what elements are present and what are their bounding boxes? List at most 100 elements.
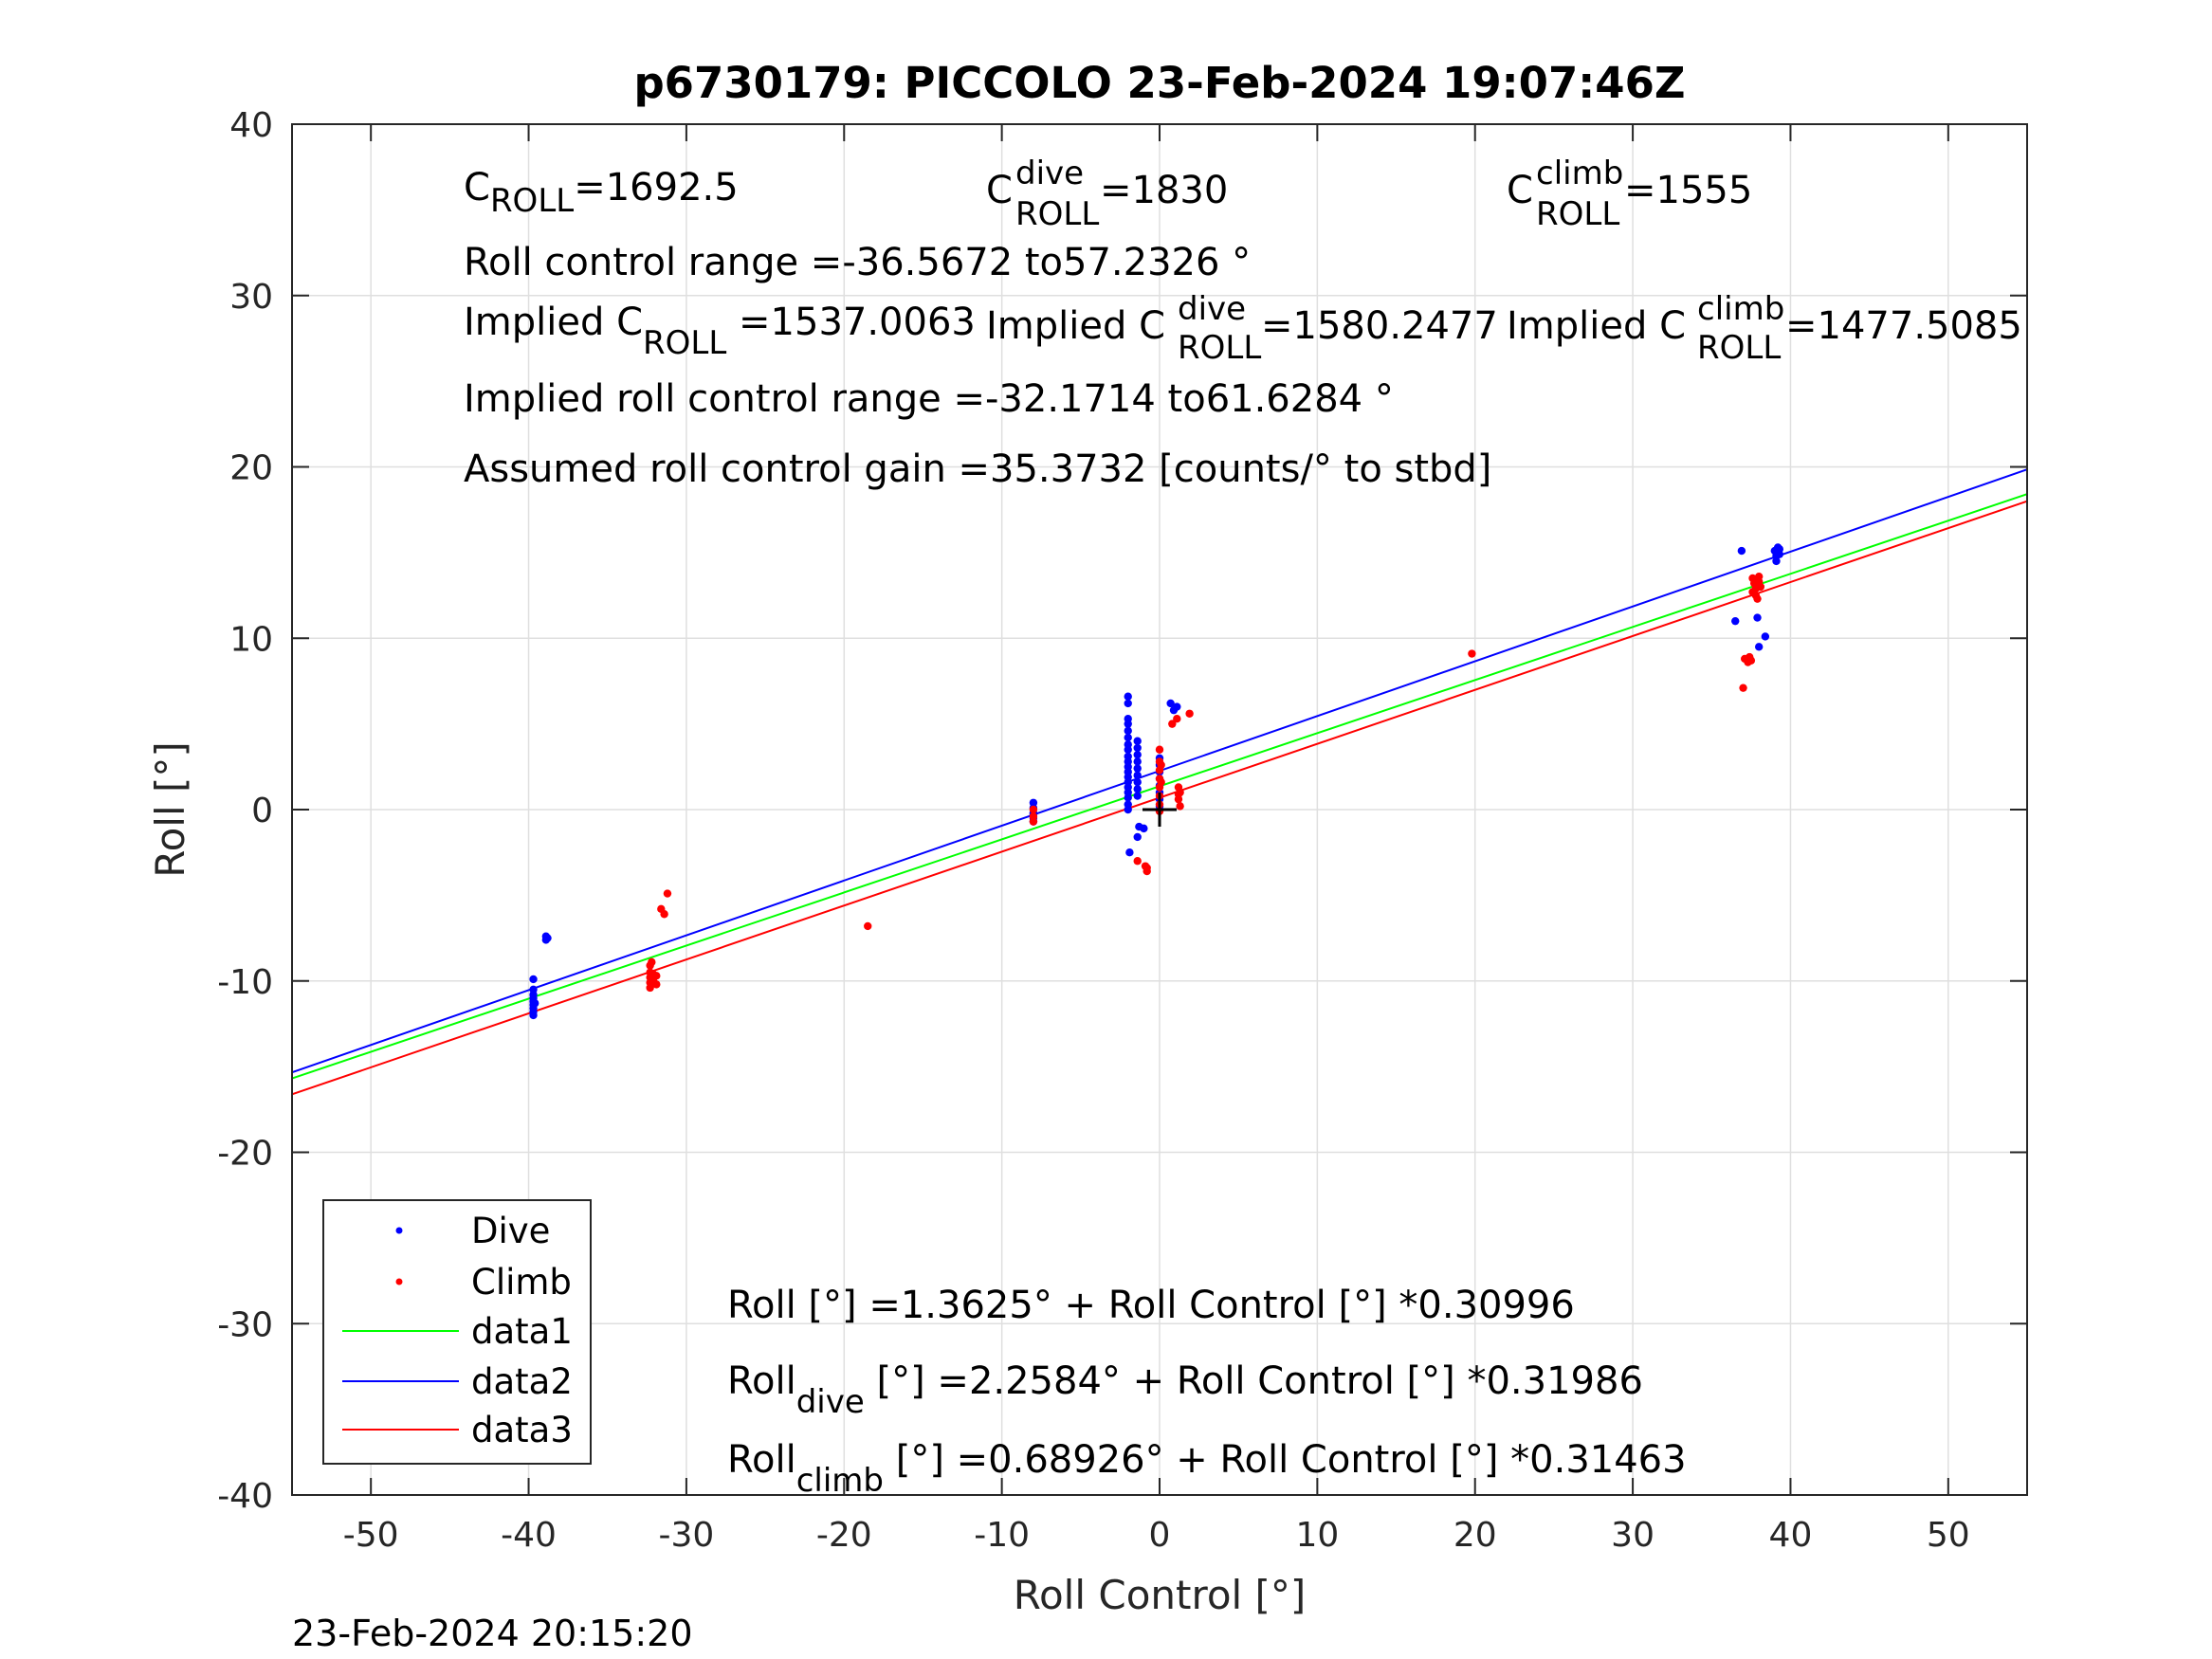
x-tick-label: -30: [659, 1516, 715, 1555]
x-tick-label: 10: [1295, 1516, 1339, 1555]
point-climb: [864, 921, 872, 931]
point-dive: [1133, 750, 1142, 759]
point-dive: [1124, 805, 1132, 814]
data-points: [529, 543, 1784, 1020]
assumed-roll-control-gain: Assumed roll control gain =35.3732 [coun…: [464, 447, 1491, 491]
legend-label-data1: data1: [471, 1311, 573, 1352]
point-dive: [1124, 720, 1132, 728]
point-climb: [1176, 802, 1184, 811]
c-roll-dive-annotation: C dive ROLL =1830: [986, 150, 1228, 234]
point-dive: [529, 1011, 538, 1020]
legend-marker-climb: [395, 1278, 403, 1285]
x-axis-label: Roll Control [°]: [1014, 1572, 1307, 1618]
timestamp: 23-Feb-2024 20:15:20: [292, 1613, 693, 1654]
y-tick-label: 30: [229, 278, 273, 317]
point-climb: [1176, 788, 1184, 797]
point-dive: [1124, 733, 1132, 742]
point-climb: [1157, 777, 1165, 787]
tick-labels: -50 -40 -30 -20 -10 0 10 20 30 40 50 -40 -30 -20 -10 0 1…: [217, 106, 1970, 1555]
point-climb: [646, 983, 654, 993]
point-dive: [1772, 556, 1781, 566]
point-dive: [1133, 771, 1142, 780]
point-dive: [1133, 785, 1142, 793]
point-climb: [1756, 582, 1765, 592]
point-dive: [543, 934, 552, 942]
point-dive: [1124, 692, 1132, 701]
point-climb: [1753, 594, 1762, 603]
roll-control-range: Roll control range =-36.5672 to57.2326 °: [464, 241, 1251, 284]
x-tick-label: -50: [343, 1516, 399, 1555]
point-dive: [1753, 613, 1762, 622]
point-dive: [1775, 545, 1784, 554]
x-tick-label: -20: [816, 1516, 872, 1555]
point-climb: [663, 889, 672, 898]
point-dive: [1737, 546, 1746, 556]
point-dive: [1731, 616, 1740, 626]
y-tick-label: -20: [217, 1135, 273, 1174]
point-climb: [1143, 864, 1151, 872]
point-dive: [529, 975, 538, 984]
implied-roll-control-range: Implied roll control range =-32.1714 to6…: [464, 377, 1394, 421]
point-dive: [1133, 764, 1142, 773]
point-climb: [1739, 684, 1747, 692]
legend-label-climb: Climb: [471, 1262, 572, 1303]
point-dive: [1124, 726, 1132, 736]
point-climb: [1029, 817, 1038, 826]
point-climb: [1029, 805, 1038, 814]
y-axis-label: Roll [°]: [147, 741, 193, 877]
point-dive: [531, 999, 539, 1008]
x-tick-label: 30: [1611, 1516, 1654, 1555]
point-climb: [1185, 709, 1194, 718]
implied-c-roll-dive-annotation: Implied C dive ROLL =1580.2477: [986, 285, 1498, 368]
legend: Dive Climb data1 data2 data3: [322, 1199, 592, 1465]
point-climb: [1748, 588, 1757, 596]
x-tick-label: -40: [501, 1516, 557, 1555]
legend-label-data2: data2: [471, 1361, 573, 1402]
y-tick-label: -10: [217, 963, 273, 1002]
y-tick-label: 0: [251, 792, 273, 830]
point-climb: [660, 910, 668, 919]
fit-equation-climb: Rollclimb [°] =0.68926° + Roll Control […: [727, 1438, 1687, 1500]
legend-marker-dive: [395, 1227, 403, 1234]
legend-label-dive: Dive: [471, 1211, 550, 1251]
point-climb: [1468, 649, 1476, 658]
point-dive: [1761, 632, 1770, 641]
point-climb: [652, 980, 661, 989]
x-tick-label: 40: [1769, 1516, 1813, 1555]
point-dive: [1133, 757, 1142, 766]
point-climb: [1746, 652, 1754, 662]
point-dive: [1133, 743, 1142, 753]
y-tick-label: 40: [229, 106, 273, 145]
point-climb: [1174, 794, 1183, 804]
point-dive: [1133, 832, 1142, 842]
implied-c-roll-annotation: Implied CROLL =1537.0063: [464, 301, 976, 362]
point-dive: [1140, 824, 1148, 833]
legend-label-data3: data3: [471, 1410, 573, 1450]
point-climb: [1173, 715, 1181, 723]
fit-equation-dive: Rolldive [°] =2.2584° + Roll Control [°]…: [727, 1359, 1643, 1421]
point-climb: [1168, 720, 1177, 728]
point-dive: [1124, 699, 1132, 708]
point-dive: [1169, 705, 1179, 715]
y-tick-label: -30: [217, 1305, 273, 1344]
c-roll-annotation: CROLL=1692.5: [464, 166, 739, 220]
point-climb: [648, 957, 656, 967]
point-dive: [1124, 793, 1132, 802]
c-roll-climb-annotation: C climb ROLL =1555: [1507, 150, 1752, 234]
x-tick-label: 0: [1149, 1516, 1171, 1555]
tick-marks: [292, 123, 2027, 1496]
point-dive: [1754, 643, 1764, 651]
implied-c-roll-climb-annotation: Implied C climb ROLL =1477.5085: [1507, 285, 2022, 368]
y-tick-label: -40: [217, 1477, 273, 1516]
chart-title: p6730179: PICCOLO 23-Feb-2024 19:07:46Z: [633, 58, 1685, 108]
point-dive: [1133, 737, 1142, 745]
point-dive: [1125, 848, 1134, 857]
point-dive: [1166, 699, 1175, 708]
x-tick-label: -10: [974, 1516, 1030, 1555]
x-tick-label: 20: [1453, 1516, 1497, 1555]
fit-equation-all: Roll [°] =1.3625° + Roll Control [°] *0.…: [727, 1284, 1575, 1327]
y-tick-label: 20: [229, 449, 273, 488]
point-climb: [1155, 745, 1164, 754]
point-climb: [1133, 857, 1142, 866]
